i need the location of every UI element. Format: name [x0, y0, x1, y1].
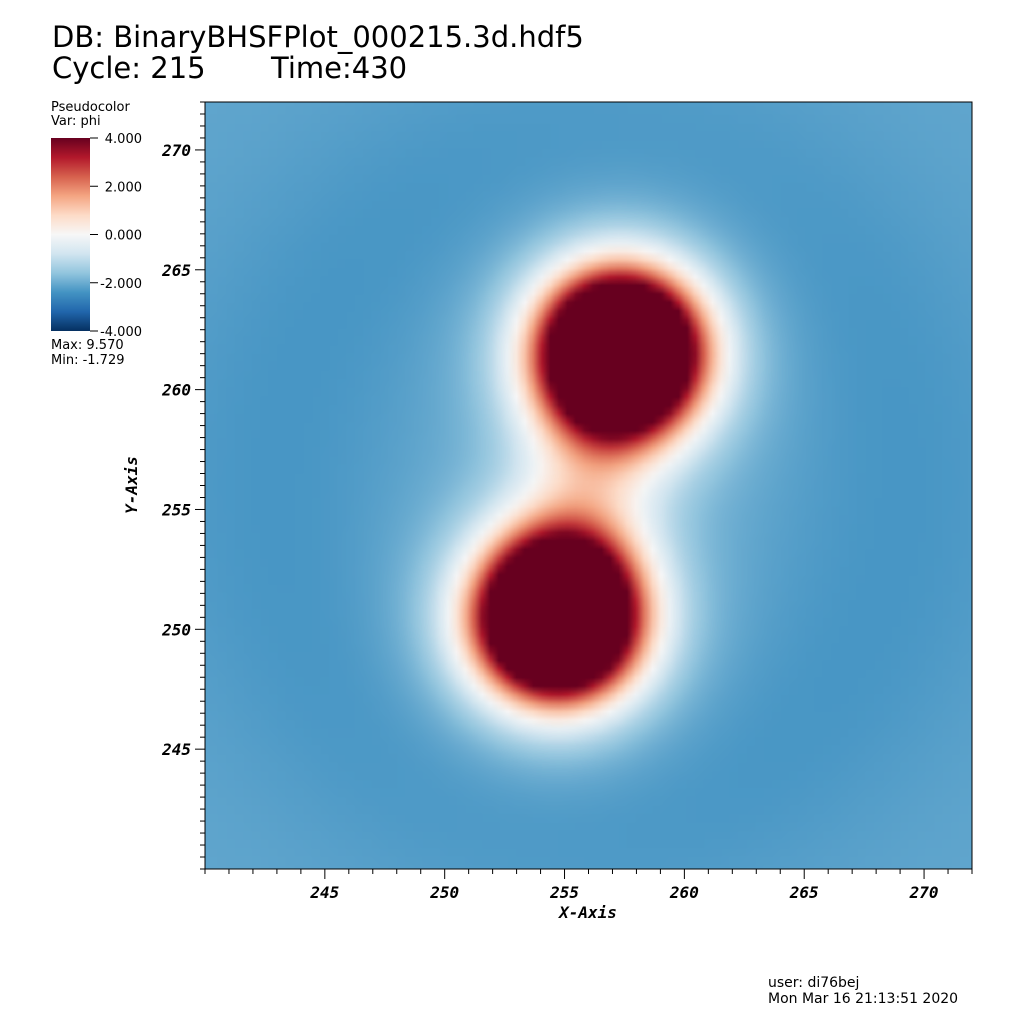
x-tick-label: 255: [549, 883, 579, 902]
colorbar-tick-label: 0.000: [105, 229, 142, 244]
footer-user: user: di76bej: [768, 975, 860, 991]
footer-date: Mon Mar 16 21:13:51 2020: [768, 991, 959, 1007]
y-tick-label: 265: [161, 261, 191, 280]
time-readout: Time:430: [271, 53, 407, 83]
y-tick-label: 245: [161, 740, 191, 759]
y-axis-title: Y-Axis: [122, 456, 141, 514]
x-axis-title: X-Axis: [557, 903, 617, 922]
x-tick-label: 270: [909, 883, 939, 902]
x-tick-label: 265: [789, 883, 819, 902]
db-label: DB:: [52, 20, 104, 54]
axis-ticks: [195, 101, 973, 879]
colorbar-tick-label: 2.000: [105, 180, 142, 195]
y-tick-label: 260: [161, 381, 191, 400]
colorbar: [51, 138, 90, 331]
axis-tick-labels: 245 250 255 260 265 270 245 250 255 260 265 270: [161, 141, 938, 902]
cycle-time-line: Cycle: 215 Time:430: [52, 51, 407, 85]
colorbar-tick-label: 4.000: [105, 132, 142, 147]
db-name: BinaryBHSFPlot_000215.3d.hdf5: [113, 20, 584, 54]
time-label: Time:: [271, 51, 352, 85]
heatmap-image: [205, 102, 972, 869]
legend-variable: Var: phi: [51, 114, 101, 129]
x-tick-label: 245: [309, 883, 339, 902]
legend-max: Max: 9.570: [51, 338, 124, 353]
y-tick-label: 255: [161, 500, 191, 519]
cycle-value: 215: [150, 51, 206, 85]
colorbar-tick-label: -4.000: [100, 325, 142, 340]
colorbar-tick-label: -2.000: [100, 277, 142, 292]
y-tick-label: 250: [161, 620, 191, 639]
database-title: DB: BinaryBHSFPlot_000215.3d.hdf5: [52, 22, 584, 52]
cycle-label: Cycle:: [52, 51, 142, 85]
x-tick-label: 260: [669, 883, 699, 902]
colorbar-ticks: 4.000 2.000 0.000 -2.000 -4.000: [90, 132, 142, 340]
legend-plot-type: Pseudocolor: [51, 100, 130, 115]
time-value: 430: [351, 51, 408, 85]
legend-min: Min: -1.729: [51, 353, 125, 368]
y-tick-label: 270: [161, 141, 191, 160]
x-tick-label: 250: [429, 883, 459, 902]
